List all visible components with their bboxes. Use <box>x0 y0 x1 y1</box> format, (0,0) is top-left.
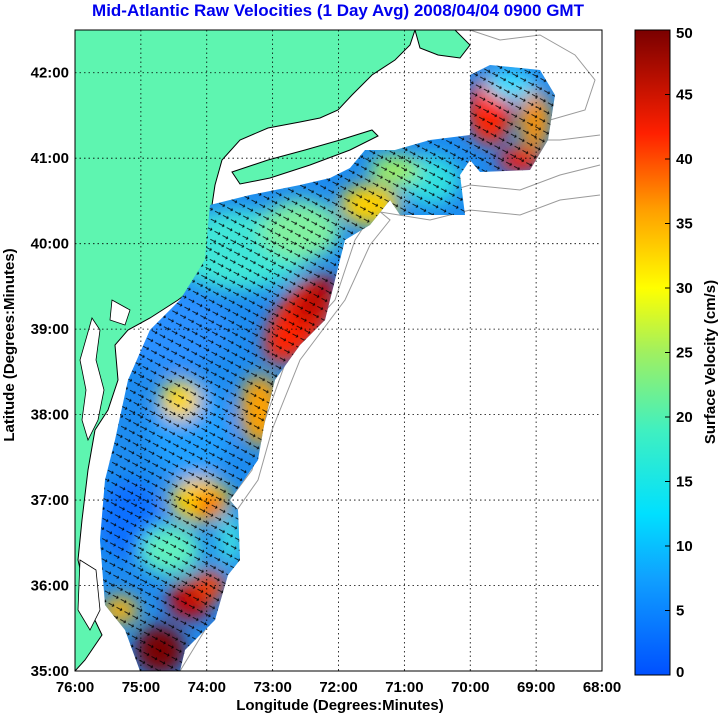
colorbar-tick-label: 40 <box>676 151 693 168</box>
x-tick-label: 72:00 <box>319 679 357 696</box>
colorbar-tick-label: 20 <box>676 409 693 426</box>
y-tick-label: 37:00 <box>31 492 69 509</box>
x-tick-label: 76:00 <box>56 679 94 696</box>
delaware-bay <box>109 299 131 326</box>
x-tick-label: 70:00 <box>451 679 489 696</box>
y-axis-ticks: 42:00 41:00 40:00 39:00 38:00 37:00 36:00 35:00 <box>31 65 69 680</box>
colorbar-label: Surface Velocity (cm/s) <box>702 280 719 444</box>
plot-frame <box>74 29 603 672</box>
y-tick-label: 42:00 <box>31 65 69 82</box>
x-tick-label: 74:00 <box>188 679 226 696</box>
chesapeake-bay <box>79 317 105 442</box>
colorbar-tick-label: 25 <box>676 345 693 362</box>
x-tick-label: 75:00 <box>122 679 160 696</box>
colorbar-tick-label: 35 <box>676 216 693 233</box>
y-tick-label: 41:00 <box>31 150 69 167</box>
colorbar-tick-label: 10 <box>676 538 693 555</box>
colorbar-tick-label: 15 <box>676 474 693 491</box>
y-axis-label: Latitude (Degrees:Minutes) <box>1 248 18 441</box>
colorbar-tick-label: 50 <box>676 25 693 42</box>
colorbar-tick-label: 5 <box>676 603 684 620</box>
x-axis-label: Longitude (Degrees:Minutes) <box>236 697 444 714</box>
y-tick-label: 38:00 <box>31 407 69 424</box>
colorbar-tick-label: 45 <box>676 87 693 104</box>
colorbar-gradient <box>634 29 671 676</box>
y-tick-label: 40:00 <box>31 236 69 253</box>
colorbar-tick-label: 30 <box>676 280 693 297</box>
y-tick-label: 36:00 <box>31 578 69 595</box>
x-tick-label: 71:00 <box>385 679 423 696</box>
x-axis-ticks: 76:00 75:00 74:00 73:00 72:00 71:00 70:00 69:00… <box>56 679 621 696</box>
x-tick-label: 69:00 <box>517 679 555 696</box>
x-tick-label: 68:00 <box>583 679 621 696</box>
long-island <box>231 129 379 185</box>
y-tick-label: 35:00 <box>31 663 69 680</box>
x-tick-label: 73:00 <box>253 679 291 696</box>
cape-cod <box>414 30 471 59</box>
y-tick-label: 39:00 <box>31 321 69 338</box>
colorbar-tick-label: 0 <box>676 664 684 681</box>
pamlico-sound <box>77 559 101 631</box>
plot-area <box>75 30 602 671</box>
map-title: Mid-Atlantic Raw Velocities (1 Day Avg) … <box>92 1 585 20</box>
grid-lines <box>75 30 602 671</box>
